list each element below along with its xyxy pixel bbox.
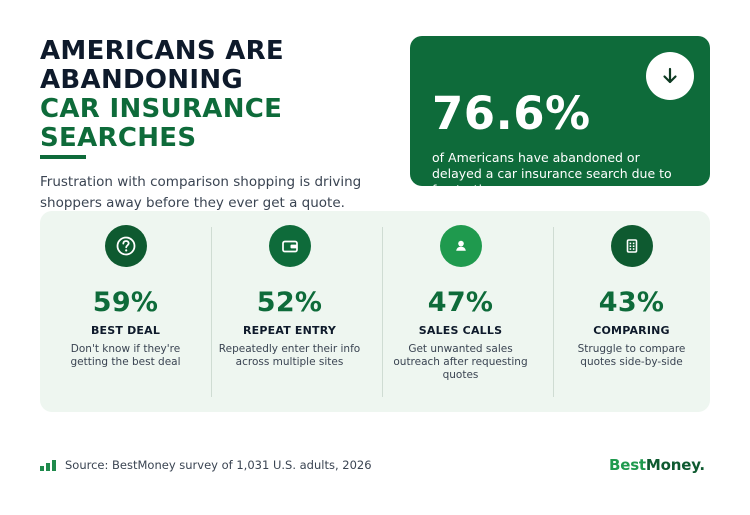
metric-repeat-entry: 52% REPEAT ENTRY Repeatedly enter their … xyxy=(204,211,375,412)
metric-description: Get unwanted sales outreach after reques… xyxy=(385,343,536,382)
column-divider xyxy=(382,227,383,397)
highlight-stat-card: 76.6% of Americans have abandoned or del… xyxy=(410,36,710,197)
logo-best: Best xyxy=(609,456,646,474)
headline: AMERICANS ARE ABANDONING CAR INSURANCE S… xyxy=(40,37,380,153)
metric-label: SALES CALLS xyxy=(418,324,503,337)
metric-desc-line: outreach after requesting xyxy=(393,356,528,368)
logo-money: Money xyxy=(645,456,700,474)
logo-dot: . xyxy=(699,456,705,474)
source-note: Source: BestMoney survey of 1,031 U.S. a… xyxy=(65,458,372,472)
metric-label: REPEAT ENTRY xyxy=(242,324,336,337)
subtitle: Frustration with comparison shopping is … xyxy=(40,172,370,214)
column-divider xyxy=(211,227,212,397)
metric-label: BEST DEAL xyxy=(90,324,161,337)
wallet-icon xyxy=(268,225,311,267)
metric-description: Don't know if they're getting the best d… xyxy=(50,343,201,369)
bar-chart-icon xyxy=(40,459,56,471)
highlight-desc-line-1: of Americans have abandoned or xyxy=(432,150,640,165)
metric-comparing: 43% COMPARING Struggle to compare quotes… xyxy=(546,211,717,412)
metric-desc-line: Repeatedly enter their info xyxy=(218,343,361,355)
metric-desc-line: quotes xyxy=(442,369,479,381)
metric-value: 52% xyxy=(256,287,323,318)
subtitle-line-2: shoppers away before they ever get a quo… xyxy=(40,195,345,211)
user-icon xyxy=(439,225,482,267)
metric-value: 43% xyxy=(598,287,665,318)
metric-desc-line: Get unwanted sales xyxy=(408,343,513,355)
column-divider xyxy=(553,227,554,397)
headline-line-1: AMERICANS ARE xyxy=(40,36,284,66)
arrow-down-icon xyxy=(646,52,694,100)
headline-line-2: ABANDONING xyxy=(40,65,244,95)
metric-desc-line: getting the best deal xyxy=(70,356,181,368)
document-icon xyxy=(610,225,653,267)
footer: Source: BestMoney survey of 1,031 U.S. a… xyxy=(40,458,372,472)
metric-label: COMPARING xyxy=(593,324,670,337)
metric-desc-line: Struggle to compare xyxy=(577,343,686,355)
subtitle-line-1: Frustration with comparison shopping is … xyxy=(40,174,362,190)
bestmoney-logo: BestMoney. xyxy=(609,456,705,474)
question-icon xyxy=(104,225,147,267)
metric-value: 59% xyxy=(92,287,159,318)
metric-description: Struggle to compare quotes side-by-side xyxy=(556,343,707,369)
highlight-description: of Americans have abandoned or delayed a… xyxy=(432,150,692,198)
headline-underline xyxy=(40,155,86,159)
headline-line-4: SEARCHES xyxy=(40,123,197,153)
metric-sales-calls: 47% SALES CALLS Get unwanted sales outre… xyxy=(375,211,546,412)
metrics-panel: 59% BEST DEAL Don't know if they're gett… xyxy=(40,211,710,412)
headline-line-3: CAR INSURANCE xyxy=(40,94,283,124)
highlight-desc-line-3: frustration. xyxy=(432,182,502,197)
metric-value: 47% xyxy=(427,287,494,318)
highlight-desc-line-2: delayed a car insurance search due to xyxy=(432,166,672,181)
metric-desc-line: Don't know if they're xyxy=(70,343,181,355)
metric-description: Repeatedly enter their info across multi… xyxy=(214,343,365,369)
metric-desc-line: quotes side-by-side xyxy=(580,356,683,368)
highlight-value: 76.6% xyxy=(432,87,591,140)
metric-best-deal: 59% BEST DEAL Don't know if they're gett… xyxy=(40,211,211,412)
metric-desc-line: across multiple sites xyxy=(235,356,344,368)
